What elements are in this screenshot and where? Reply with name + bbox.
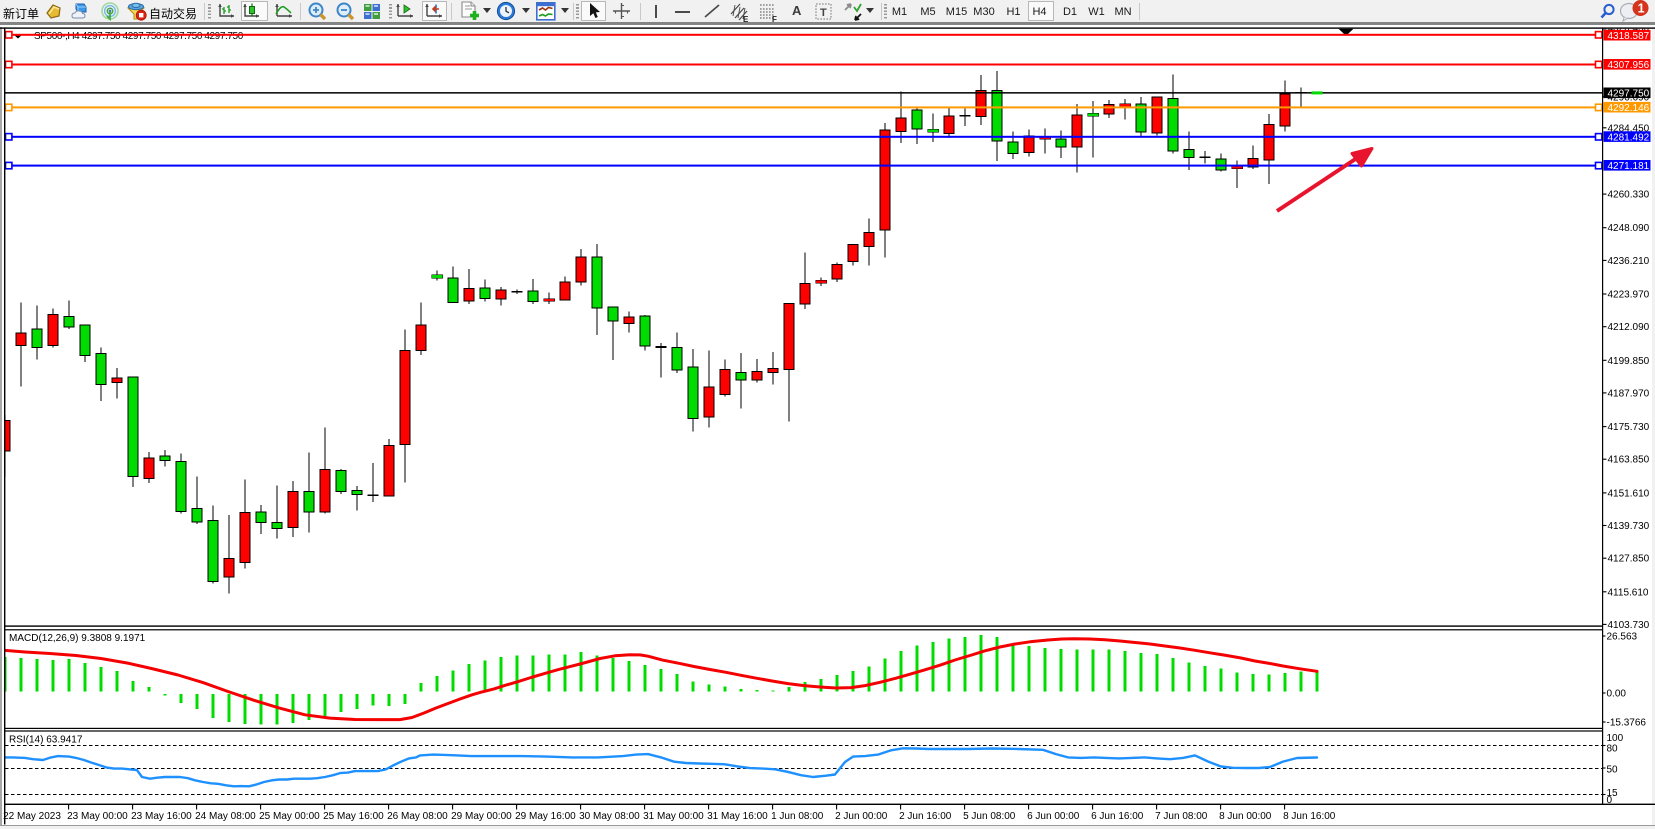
- svg-text:4271.181: 4271.181: [1608, 161, 1650, 172]
- svg-text:31 May 00:00: 31 May 00:00: [643, 811, 704, 822]
- svg-text:MACD(12,26,9) 9.3808 9.1971: MACD(12,26,9) 9.3808 9.1971: [9, 633, 146, 644]
- svg-text:24 May 08:00: 24 May 08:00: [195, 811, 256, 822]
- svg-text:6 Jun 00:00: 6 Jun 00:00: [1027, 811, 1080, 822]
- svg-text:T: T: [820, 7, 827, 19]
- svg-text:4284.450: 4284.450: [1608, 123, 1650, 134]
- svg-text:6 Jun 16:00: 6 Jun 16:00: [1091, 811, 1144, 822]
- svg-text:100: 100: [1607, 733, 1624, 744]
- svg-text:4281.492: 4281.492: [1608, 132, 1650, 143]
- svg-text:4223.970: 4223.970: [1608, 290, 1650, 301]
- svg-text:4236.210: 4236.210: [1608, 256, 1650, 267]
- svg-text:1 Jun 08:00: 1 Jun 08:00: [771, 811, 824, 822]
- svg-text:23 May 00:00: 23 May 00:00: [67, 811, 128, 822]
- svg-text:4151.610: 4151.610: [1608, 488, 1650, 499]
- svg-text:4175.730: 4175.730: [1608, 422, 1650, 433]
- svg-text:30 May 08:00: 30 May 08:00: [579, 811, 640, 822]
- svg-text:4318.587: 4318.587: [1608, 31, 1650, 42]
- svg-text:E: E: [743, 15, 749, 23]
- svg-text:80: 80: [1607, 744, 1619, 755]
- svg-text:29 May 16:00: 29 May 16:00: [515, 811, 576, 822]
- svg-text:F: F: [772, 15, 777, 23]
- svg-text:2 Jun 00:00: 2 Jun 00:00: [835, 811, 888, 822]
- svg-text:25 May 00:00: 25 May 00:00: [259, 811, 320, 822]
- svg-text:4163.850: 4163.850: [1608, 455, 1650, 466]
- svg-text:4103.730: 4103.730: [1608, 620, 1650, 631]
- svg-text:2 Jun 16:00: 2 Jun 16:00: [899, 811, 952, 822]
- svg-text:4187.970: 4187.970: [1608, 388, 1650, 399]
- svg-text:1: 1: [1638, 1, 1645, 15]
- svg-text:26.563: 26.563: [1607, 632, 1638, 643]
- svg-text:8 Jun 16:00: 8 Jun 16:00: [1283, 811, 1336, 822]
- svg-text:4260.330: 4260.330: [1608, 190, 1650, 201]
- svg-text:31 May 16:00: 31 May 16:00: [707, 811, 768, 822]
- svg-text:4212.090: 4212.090: [1608, 322, 1650, 333]
- svg-text:23 May 16:00: 23 May 16:00: [131, 811, 192, 822]
- svg-text:4199.850: 4199.850: [1608, 356, 1650, 367]
- svg-text:29 May 00:00: 29 May 00:00: [451, 811, 512, 822]
- svg-text:4139.730: 4139.730: [1608, 521, 1650, 532]
- svg-text:5 Jun 08:00: 5 Jun 08:00: [963, 811, 1016, 822]
- svg-text:50: 50: [1607, 765, 1619, 776]
- svg-text:-15.3766: -15.3766: [1607, 718, 1647, 729]
- svg-text:4115.610: 4115.610: [1608, 587, 1649, 598]
- svg-text:22 May 2023: 22 May 2023: [3, 811, 61, 822]
- svg-text:0: 0: [1607, 795, 1613, 806]
- svg-text:RSI(14) 63.9417: RSI(14) 63.9417: [9, 735, 83, 746]
- svg-text:4248.090: 4248.090: [1608, 223, 1650, 234]
- svg-text:8 Jun 00:00: 8 Jun 00:00: [1219, 811, 1272, 822]
- svg-text:15: 15: [1607, 788, 1619, 799]
- svg-text:SP500-,H4 4297.750 4297.750 4: SP500-,H4 4297.750 4297.750 4297.750 429…: [34, 31, 244, 42]
- svg-text:4297.750: 4297.750: [1608, 89, 1650, 100]
- svg-text:4292.146: 4292.146: [1608, 103, 1650, 114]
- svg-text:4307.956: 4307.956: [1608, 60, 1650, 71]
- svg-text:7 Jun 08:00: 7 Jun 08:00: [1155, 811, 1208, 822]
- svg-text:4127.850: 4127.850: [1608, 554, 1650, 565]
- svg-text:0.00: 0.00: [1607, 689, 1627, 700]
- svg-text:26 May 08:00: 26 May 08:00: [387, 811, 448, 822]
- svg-text:25 May 16:00: 25 May 16:00: [323, 811, 384, 822]
